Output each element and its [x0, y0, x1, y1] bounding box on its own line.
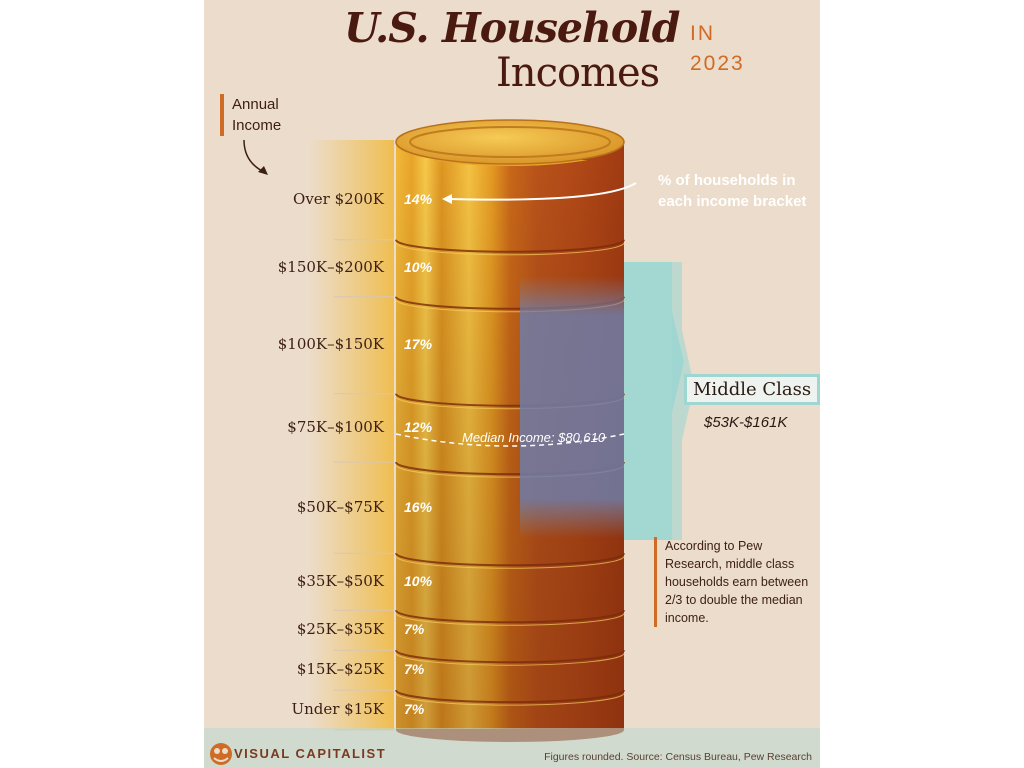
percent-label: 14%: [404, 190, 433, 207]
percent-label: 7%: [404, 701, 425, 718]
title-year: 2023: [690, 52, 745, 75]
coin-seam-highlight: [395, 242, 625, 256]
axis-label: Annual Income: [220, 94, 312, 136]
coin-seam: [395, 552, 625, 567]
coin-seam: [395, 609, 625, 624]
axis-label-arrow: [243, 139, 265, 173]
bracket-label: $35K–$50K: [296, 571, 384, 590]
title-sub: Incomes: [496, 50, 660, 96]
middle-class-title: Middle Class: [684, 374, 820, 405]
percent-label: 7%: [404, 661, 425, 678]
percent-label: 7%: [404, 621, 425, 638]
coin-top-ring: [409, 126, 611, 158]
bracket-label: Over $200K: [293, 189, 384, 208]
title-in: IN: [690, 22, 715, 45]
pew-note: According to Pew Research, middle class …: [654, 537, 815, 627]
median-line: [395, 433, 625, 447]
coin-stack-chart: [204, 119, 820, 768]
household-note-arrowhead: [442, 194, 452, 204]
percent-label: 12%: [404, 418, 433, 435]
bracket-label: $50K–$75K: [296, 497, 384, 516]
coin-seam-highlight: [395, 556, 625, 569]
percent-label: 16%: [404, 498, 433, 515]
logo-text: VISUAL CAPITALIST: [234, 746, 387, 761]
stack-glow: [308, 140, 394, 730]
bracket-label: Under $15K: [291, 700, 384, 719]
middle-class-overlay: [520, 276, 624, 538]
household-note-arrow: [447, 182, 637, 201]
axis-label-arrowhead: [258, 166, 268, 175]
percent-label: 10%: [404, 259, 433, 276]
percent-label: 17%: [404, 336, 433, 353]
coin-seam-highlight: [395, 653, 625, 666]
percent-label: 10%: [404, 572, 433, 589]
title-main: U.S. Household: [344, 4, 680, 52]
source-note: Figures rounded. Source: Census Bureau, …: [544, 751, 812, 763]
footer-band: [204, 728, 820, 768]
bracket-label: $75K–$100K: [287, 417, 384, 436]
visual-capitalist-logo-icon: [210, 743, 232, 765]
median-label: Median Income: $80,610: [462, 430, 606, 445]
coin-seam-highlight: [395, 613, 625, 626]
middle-class-arrow-edge: [672, 262, 694, 540]
coin-top-face: [395, 119, 625, 165]
coin-seam: [395, 649, 625, 664]
middle-class-arrow: [622, 262, 684, 540]
households-note: % of households in each income bracket: [658, 172, 807, 210]
bracket-label: $100K–$150K: [277, 335, 384, 354]
coin-seam-highlight: [395, 692, 625, 706]
bracket-label: $15K–$25K: [296, 660, 384, 679]
coin-seam: [395, 689, 625, 704]
middle-class-range: $53K-$161K: [704, 414, 788, 431]
bracket-label: $25K–$35K: [296, 620, 384, 639]
bracket-label: $150K–$200K: [277, 258, 384, 277]
coin-seam: [395, 239, 625, 253]
infographic: U.S. Household IN Incomes 2023 Annual In…: [204, 0, 820, 768]
